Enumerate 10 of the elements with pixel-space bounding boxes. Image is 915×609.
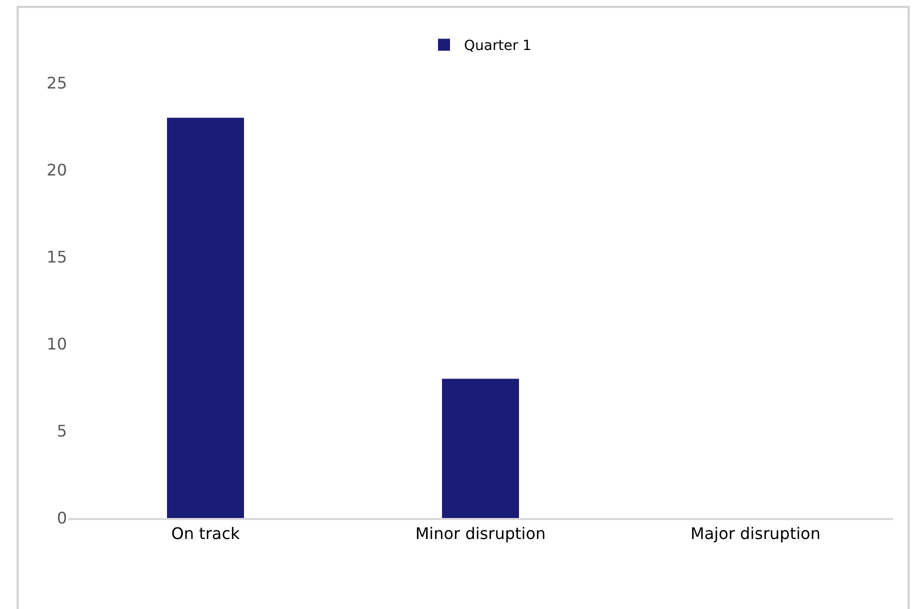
y-tick-label: 5 [56,422,67,441]
y-tick-label: 0 [56,508,67,528]
y-tick-label: 10 [46,334,67,354]
x-tick-label: On track [171,524,240,544]
y-tick-label: 20 [46,160,67,180]
x-tick-label: Major disruption [690,524,820,544]
legend-label: Quarter 1 [464,38,532,54]
y-tick-label: 25 [46,74,67,93]
x-tick-label: Minor disruption [415,524,546,544]
y-tick-label: 15 [46,248,67,267]
